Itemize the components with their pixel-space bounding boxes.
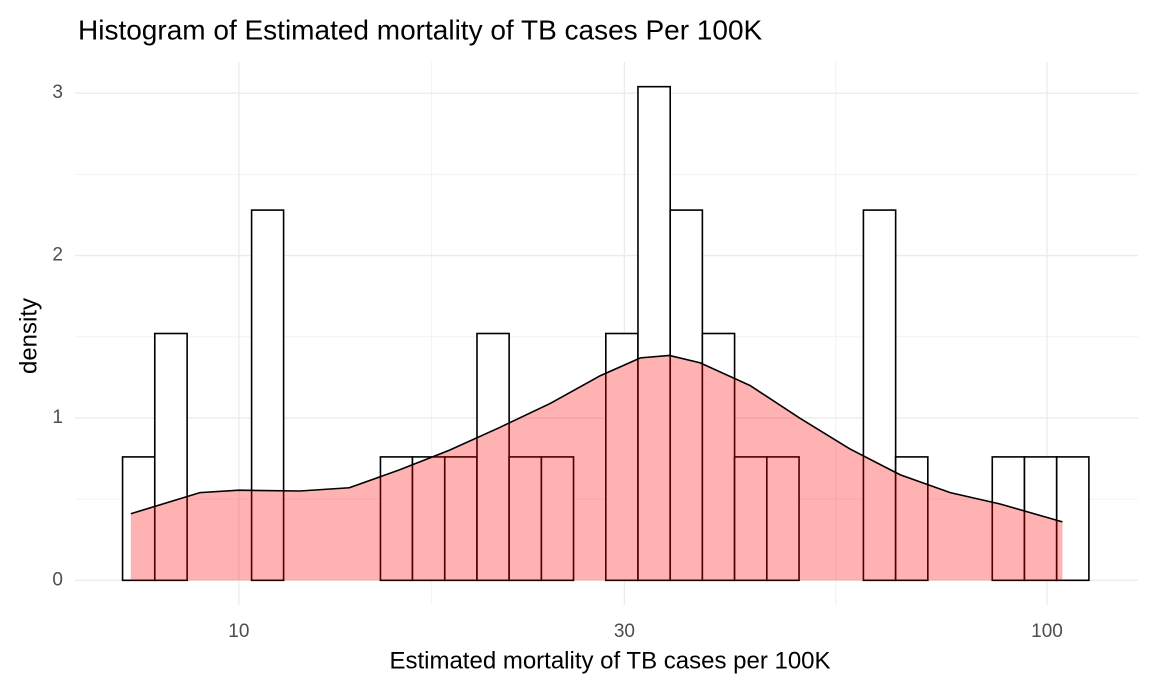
- x-tick-label: 30: [614, 621, 635, 642]
- density-line: [130, 354, 1063, 523]
- histogram-bar: [733, 456, 768, 582]
- chart-title: Histogram of Estimated mortality of TB c…: [78, 14, 763, 45]
- x-tick-label: 100: [1031, 621, 1063, 642]
- histogram-bar: [153, 332, 188, 582]
- y-tick-label: 2: [52, 245, 63, 266]
- y-axis-title: density: [15, 298, 42, 374]
- y-tick-label: 1: [52, 407, 63, 428]
- x-tick-label: 10: [228, 621, 249, 642]
- y-tick-label: 0: [52, 569, 63, 590]
- histogram-bar: [701, 332, 736, 582]
- histogram-bar: [476, 332, 510, 582]
- histogram-bar: [379, 456, 414, 582]
- histogram-bar: [443, 456, 478, 582]
- histogram-bar: [250, 209, 285, 582]
- y-tick-label: 3: [52, 82, 63, 103]
- histogram-bar: [121, 456, 156, 582]
- histogram-bar: [894, 456, 929, 582]
- density-area: [130, 355, 1063, 581]
- histogram-bar: [605, 332, 639, 582]
- histogram-bar: [637, 85, 672, 582]
- histogram-bar: [766, 456, 800, 582]
- histogram-bar: [411, 456, 446, 582]
- histogram-bar: [991, 456, 1026, 582]
- x-axis-title: Estimated mortality of TB cases per 100K: [389, 647, 830, 674]
- histogram-bar: [540, 456, 575, 582]
- histogram-bar: [1055, 456, 1090, 582]
- histogram-bar: [862, 209, 897, 582]
